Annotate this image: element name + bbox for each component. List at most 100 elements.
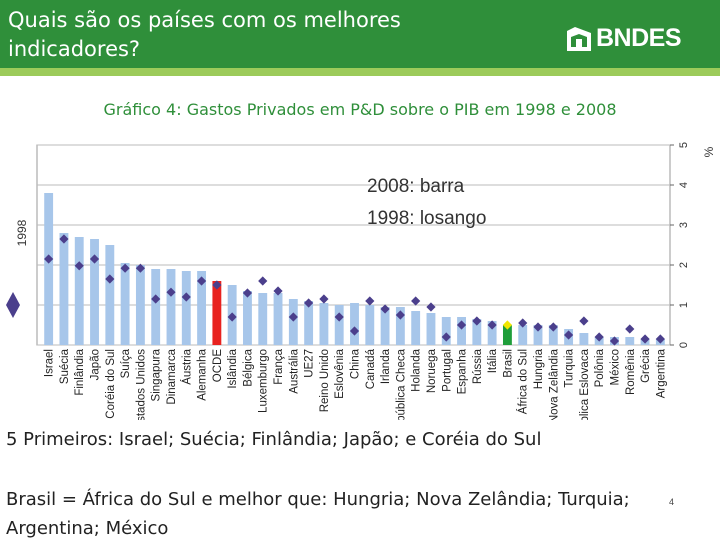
- marker: [472, 316, 482, 326]
- x-tick-label: Argentina: [655, 348, 667, 398]
- marker: [304, 298, 314, 308]
- bar: [487, 321, 497, 345]
- x-tick-label: Japão: [90, 349, 102, 380]
- x-tick-label: Holanda: [411, 348, 423, 391]
- x-tick-label: França: [273, 348, 285, 384]
- marker: [609, 336, 620, 346]
- x-tick-label: Dinamarca: [166, 348, 178, 404]
- header-accent-stripe: [0, 68, 720, 76]
- x-tick-label: Grécia: [640, 348, 652, 382]
- bar: [319, 303, 329, 345]
- bar: [472, 319, 482, 345]
- bar-chart: 0 1 2 3 4 5 Israel Suécia Finlândia Japão Coréia …: [6, 142, 716, 420]
- marker: [151, 294, 161, 304]
- marker: [655, 334, 665, 344]
- marker: [334, 312, 344, 322]
- x-tick-label: Finlândia: [74, 348, 86, 395]
- marker: [594, 332, 604, 342]
- y-tick-label: 5: [678, 142, 690, 148]
- x-tick-label: Israel: [44, 349, 56, 377]
- x-tick-label: Itália: [487, 348, 499, 373]
- marker: [212, 280, 222, 290]
- bar: [579, 333, 589, 345]
- bar: [243, 291, 252, 345]
- x-tick-label: China: [350, 348, 362, 379]
- x-tick-label: Romênia: [625, 348, 637, 395]
- chart-title: Gráfico 4: Gastos Privados em P&D sobre …: [103, 100, 617, 119]
- bar: [258, 293, 268, 345]
- bar: [90, 239, 99, 345]
- bar: [533, 325, 543, 345]
- marker: [548, 322, 558, 332]
- left-legend-marker: [6, 292, 20, 318]
- summary-brazil: Brasil = África do Sul e melhor que: Hun…: [6, 489, 630, 539]
- slide-title: Quais são os países com os melhores indi…: [8, 8, 401, 61]
- bars-2008: [44, 193, 665, 345]
- x-tick-label: Canadá: [365, 348, 377, 389]
- marker: [288, 312, 298, 322]
- marker: [166, 287, 176, 297]
- bar: [350, 303, 359, 345]
- marker: [59, 234, 69, 244]
- marker: [273, 286, 283, 296]
- x-tick-label: Nova Zelândia: [548, 348, 560, 420]
- marker: [411, 296, 421, 306]
- y-tick-label: 1: [678, 302, 690, 308]
- x-axis-labels: Israel Suécia Finlândia Japão Coréia do Sul S…: [44, 348, 668, 420]
- bar: [380, 307, 390, 345]
- bar: [625, 337, 635, 345]
- x-tick-label: Portugal: [441, 349, 453, 392]
- x-tick-label: Estados Unidos: [135, 349, 147, 420]
- marker: [426, 302, 436, 312]
- marker: [518, 318, 528, 328]
- marker: [74, 261, 84, 271]
- x-tick-label: República Checa: [395, 348, 407, 420]
- bar: [197, 271, 207, 345]
- y-tick-label: 3: [678, 222, 690, 228]
- marker: [258, 276, 268, 286]
- marker: [227, 312, 237, 322]
- bar: [548, 325, 558, 345]
- bar: [365, 305, 375, 345]
- marker: [105, 274, 115, 284]
- x-tick-label: Austrália: [288, 348, 300, 393]
- marker: [456, 320, 467, 330]
- x-tick-label: Luxemburgo: [258, 349, 270, 413]
- bar: [151, 269, 161, 345]
- y-tick-label: 0: [678, 342, 690, 348]
- header-bar: Quais são os países com os melhores indi…: [0, 0, 720, 68]
- bar: [44, 193, 54, 345]
- bar: [334, 305, 344, 345]
- marker: [502, 320, 513, 330]
- x-tick-label: Noruega: [426, 348, 438, 393]
- bar: [105, 245, 115, 345]
- bar: [502, 325, 512, 345]
- x-tick-label: República Eslovaca: [579, 348, 591, 420]
- x-tick-label: África do Sul: [517, 349, 530, 414]
- marker: [242, 288, 253, 298]
- bar: [135, 265, 145, 345]
- marker: [579, 316, 589, 326]
- bar: [74, 237, 84, 345]
- marker: [395, 310, 405, 320]
- marker: [563, 330, 574, 340]
- x-tick-label: Suécia: [59, 348, 71, 384]
- y-axis-unit-label: %: [702, 146, 716, 157]
- x-tick-label: Bélgica: [242, 348, 254, 386]
- x-tick-label: México: [609, 349, 621, 385]
- marker: [319, 294, 329, 304]
- x-tick-label: Singapura: [151, 348, 163, 401]
- x-tick-label: Hungria: [533, 348, 545, 389]
- y-tick-label: 4: [678, 182, 690, 188]
- bar: [395, 307, 405, 345]
- marker: [135, 263, 146, 273]
- bar: [288, 299, 298, 345]
- marker: [196, 276, 207, 286]
- x-tick-label: Irlanda: [380, 348, 392, 384]
- bar: [166, 269, 176, 345]
- marker: [625, 324, 635, 334]
- x-tick-label: Reino Unido: [319, 349, 331, 412]
- x-tick-label: OCDE: [212, 349, 224, 383]
- x-tick-label: Coréia do Sul: [105, 349, 117, 419]
- marker: [640, 334, 650, 344]
